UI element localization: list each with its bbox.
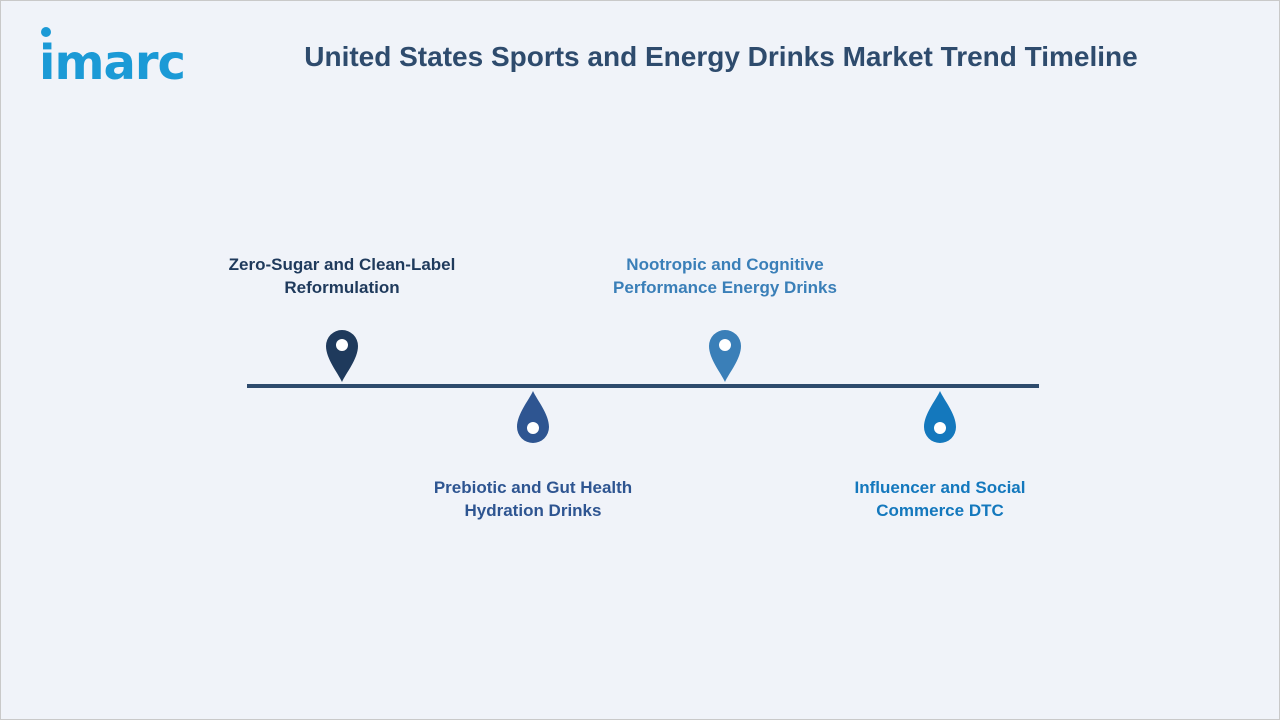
timeline-item-4-line1: Influencer and Social xyxy=(854,478,1026,497)
timeline-axis xyxy=(247,384,1039,388)
logo-text: imarc xyxy=(39,35,186,91)
timeline-item-label-1: Zero-Sugar and Clean-Label Reformulation xyxy=(222,253,462,299)
timeline-item-3-line1: Nootropic and Cognitive xyxy=(626,255,824,274)
drop-pin-icon xyxy=(924,391,956,443)
logo-dot xyxy=(41,27,51,37)
timeline-item-label-2: Prebiotic and Gut Health Hydration Drink… xyxy=(413,476,653,522)
timeline-item-1-line2: Reformulation xyxy=(284,278,400,297)
timeline-item-2-line2: Hydration Drinks xyxy=(464,501,602,520)
map-pin-icon xyxy=(326,330,358,382)
timeline-item-3-line2: Performance Energy Drinks xyxy=(613,278,837,297)
timeline-item-4-line2: Commerce DTC xyxy=(876,501,1004,520)
page-title: United States Sports and Energy Drinks M… xyxy=(304,41,1138,72)
imarc-logo: imarc xyxy=(19,13,204,87)
drop-pin-icon xyxy=(517,391,549,443)
map-pin-icon xyxy=(709,330,741,382)
timeline-item-label-3: Nootropic and Cognitive Performance Ener… xyxy=(605,253,845,299)
timeline-item-1-line1: Zero-Sugar and Clean-Label xyxy=(228,255,456,274)
timeline-item-label-4: Influencer and Social Commerce DTC xyxy=(820,476,1060,522)
timeline-item-2-line1: Prebiotic and Gut Health xyxy=(433,478,633,497)
